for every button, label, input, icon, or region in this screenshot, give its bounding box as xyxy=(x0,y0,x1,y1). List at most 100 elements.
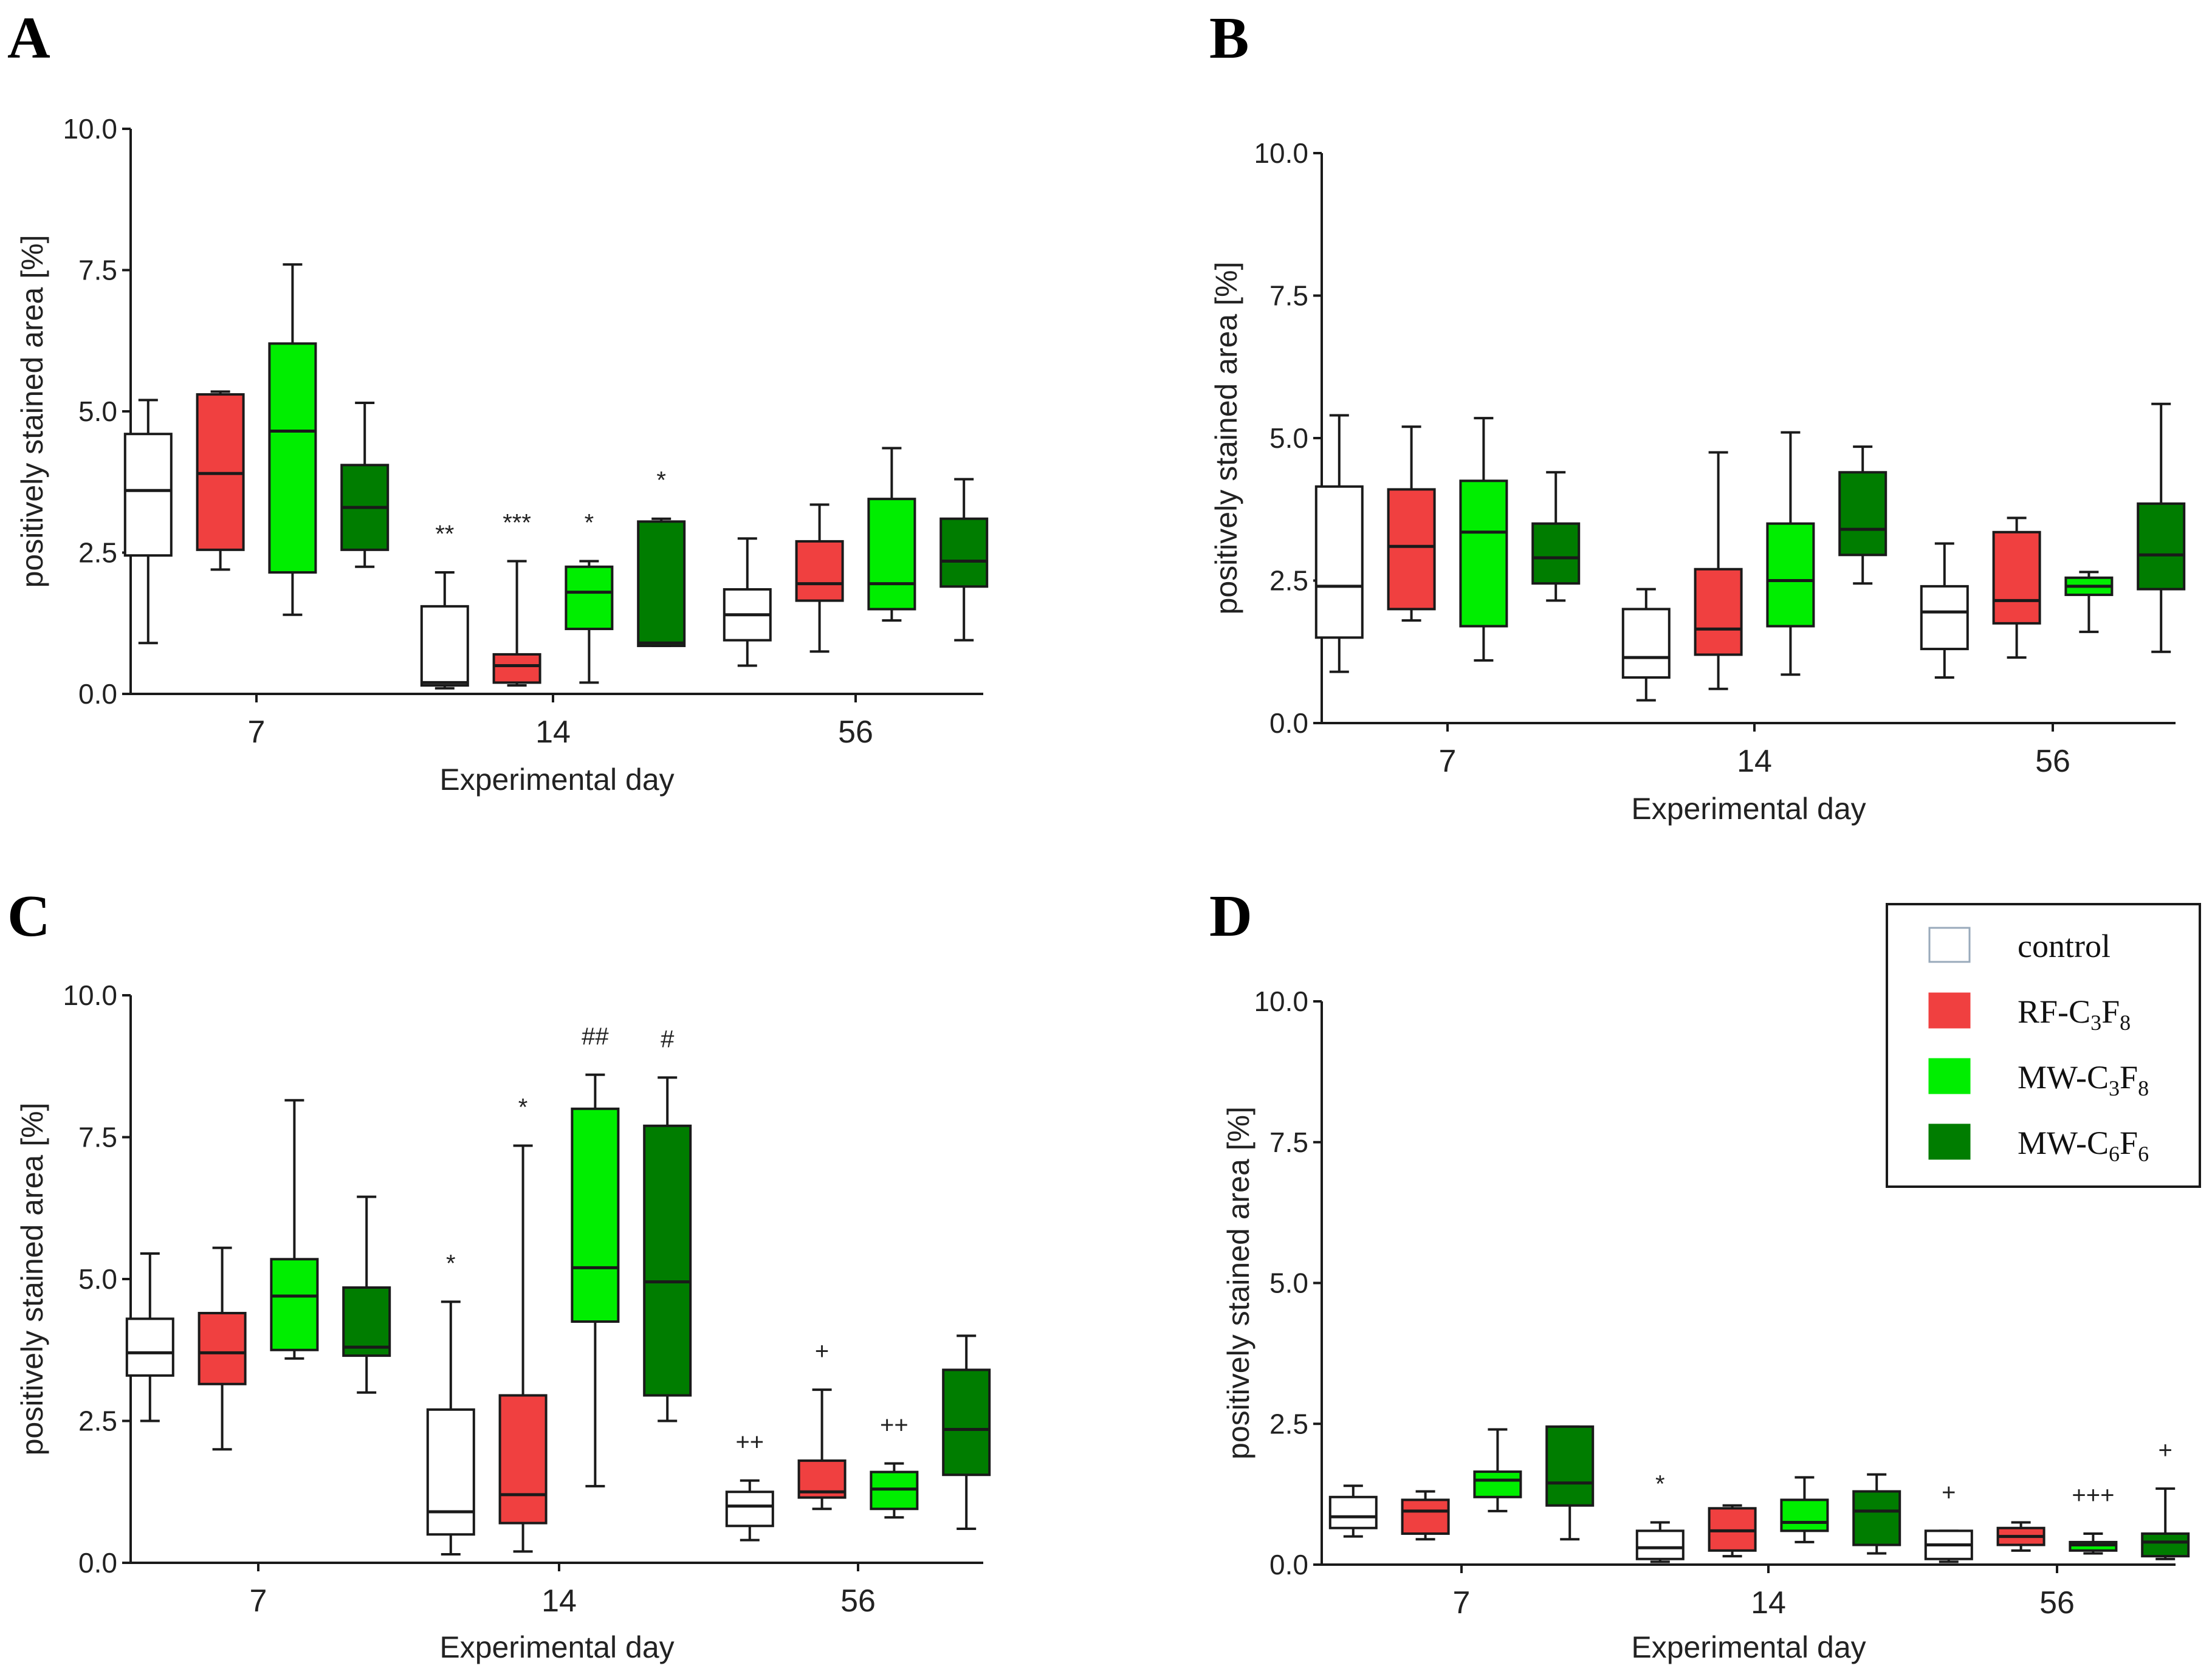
y-tick-label: 5.0 xyxy=(78,396,117,427)
y-tick-label: 7.5 xyxy=(1269,1127,1308,1158)
legend-label-mid: F xyxy=(2120,1125,2138,1161)
y-tick-label: 7.5 xyxy=(78,255,117,286)
legend-label: control xyxy=(2018,928,2111,964)
box-iqr xyxy=(426,1408,475,1536)
y-tick-label: 5.0 xyxy=(1269,1268,1308,1299)
box-mw-c3f8-day-7 xyxy=(268,263,317,616)
legend-label-sub: 8 xyxy=(2120,1010,2131,1035)
legend-label: MW-C6F6 xyxy=(2018,1125,2149,1166)
box-control-day-56 xyxy=(723,537,772,667)
y-tick-label: 5.0 xyxy=(1269,422,1308,454)
box-control-day-7 xyxy=(123,399,173,645)
legend-label-base: control xyxy=(2018,928,2111,964)
y-tick-label: 10.0 xyxy=(63,113,117,145)
box-mw-c3f8-day-7 xyxy=(1459,417,1508,662)
box-mw-c6f6-day-56 xyxy=(2137,402,2186,653)
x-axis-title: Experimental day xyxy=(439,763,674,797)
box-mw-c6f6-day-7 xyxy=(1545,1425,1595,1541)
x-tick-label: 14 xyxy=(541,1583,577,1619)
significance-label: +++ xyxy=(2072,1482,2114,1509)
box-mw-c3f8-day-56: +++ xyxy=(2069,1482,2118,1555)
box-control-day-7 xyxy=(1328,1484,1378,1538)
panel-letter: D xyxy=(1209,883,1252,949)
y-tick-label: 2.5 xyxy=(1269,565,1308,597)
panel-b: B 0.0 2.5 5.0 7.5 10.0 7 14 56 Experimental day po… xyxy=(1209,5,2186,826)
y-tick-label: 2.5 xyxy=(1269,1408,1308,1439)
box-iqr xyxy=(420,605,469,687)
y-tick-label: 7.5 xyxy=(78,1122,117,1153)
panel-c: C 0.0 2.5 5.0 7.5 10.0 7 14 56 Experimental day po… xyxy=(7,883,991,1664)
box-mw-c6f6-day-14: * xyxy=(637,467,686,647)
y-axis-title: positively stained area [%] xyxy=(1209,262,1243,615)
y-axis-title: positively stained area [%] xyxy=(15,1103,49,1456)
box-control-day-14: * xyxy=(426,1250,475,1556)
box-control-day-7 xyxy=(1314,414,1364,673)
x-tick-label: 56 xyxy=(2039,1585,2075,1621)
x-tick-label: 14 xyxy=(1737,744,1772,779)
y-tick-label: 0.0 xyxy=(1269,707,1308,739)
panel-d: D 0.0 2.5 5.0 7.5 10.0 7 14 56 Experimental day po… xyxy=(1209,883,2190,1664)
box-mw-c6f6-day-56 xyxy=(942,1334,991,1530)
y-tick-label: 10.0 xyxy=(63,979,117,1011)
box-mw-c3f8-day-7 xyxy=(270,1099,319,1360)
significance-label: * xyxy=(1655,1470,1665,1497)
legend-item-mw-c3f8: MW-C3F8 xyxy=(1928,1058,2149,1100)
box-rf-c3f8-day-56 xyxy=(795,503,844,653)
box-rf-c3f8-day-14 xyxy=(1708,1504,1757,1558)
legend-swatch xyxy=(1928,1123,1971,1160)
box-iqr xyxy=(197,1312,247,1385)
box-iqr xyxy=(1531,522,1581,585)
box-iqr xyxy=(637,520,686,647)
legend-swatch xyxy=(1928,992,1971,1029)
legend-swatch xyxy=(1928,927,1971,963)
legend-label: RF-C3F8 xyxy=(2018,993,2131,1035)
y-tick-label: 10.0 xyxy=(1254,137,1308,169)
legend-label-sub: 3 xyxy=(2090,1010,2101,1035)
y-tick-label: 10.0 xyxy=(1254,986,1308,1017)
box-rf-c3f8-day-7 xyxy=(1387,425,1436,622)
legend-label-sub: 6 xyxy=(2109,1142,2120,1166)
x-tick-label: 56 xyxy=(2035,744,2070,779)
legend-label-sub: 8 xyxy=(2138,1076,2149,1100)
box-control-day-14: ** xyxy=(420,521,469,690)
box-iqr xyxy=(1992,530,2041,625)
box-mw-c6f6-day-7 xyxy=(1531,471,1581,602)
box-mw-c3f8-day-56 xyxy=(2064,571,2114,633)
box-mw-c3f8-day-14 xyxy=(1780,1476,1829,1543)
y-tick-label: 0.0 xyxy=(78,678,117,710)
box-iqr xyxy=(1621,608,1671,679)
box-mw-c3f8-day-14: ## xyxy=(571,1023,620,1487)
box-rf-c3f8-day-56 xyxy=(1996,1521,2045,1552)
significance-label: ** xyxy=(435,521,454,547)
legend-item-control: control xyxy=(1928,927,2111,964)
box-control-day-14: * xyxy=(1635,1470,1685,1563)
box-mw-c6f6-day-56 xyxy=(939,478,989,642)
significance-label: * xyxy=(518,1094,528,1121)
box-iqr xyxy=(1852,1490,1901,1546)
box-iqr xyxy=(342,1286,391,1357)
box-iqr xyxy=(1387,488,1436,611)
significance-label: *** xyxy=(503,509,531,536)
significance-label: + xyxy=(815,1338,829,1365)
box-rf-c3f8-day-14 xyxy=(1694,451,1743,690)
box-control-day-7 xyxy=(125,1252,174,1422)
box-iqr xyxy=(498,1394,548,1525)
box-rf-c3f8-day-14: * xyxy=(498,1094,548,1553)
y-tick-label: 0.0 xyxy=(78,1547,117,1579)
box-iqr xyxy=(1314,485,1364,639)
box-control-day-14 xyxy=(1621,588,1671,702)
box-rf-c3f8-day-56: + xyxy=(797,1338,847,1511)
box-rf-c3f8-day-7 xyxy=(197,1246,247,1451)
box-control-day-56: ++ xyxy=(725,1429,774,1542)
legend-label-base: MW-C xyxy=(2018,1059,2109,1096)
box-iqr xyxy=(1635,1529,1685,1560)
box-iqr xyxy=(2141,1532,2190,1558)
box-control-day-56: + xyxy=(1924,1479,1973,1563)
box-mw-c3f8-day-7 xyxy=(1473,1428,1522,1512)
box-mw-c6f6-day-56: + xyxy=(2141,1437,2190,1560)
box-iqr xyxy=(867,498,916,611)
significance-label: * xyxy=(446,1250,456,1277)
y-tick-label: 0.0 xyxy=(1269,1549,1308,1580)
x-tick-label: 56 xyxy=(838,715,873,750)
